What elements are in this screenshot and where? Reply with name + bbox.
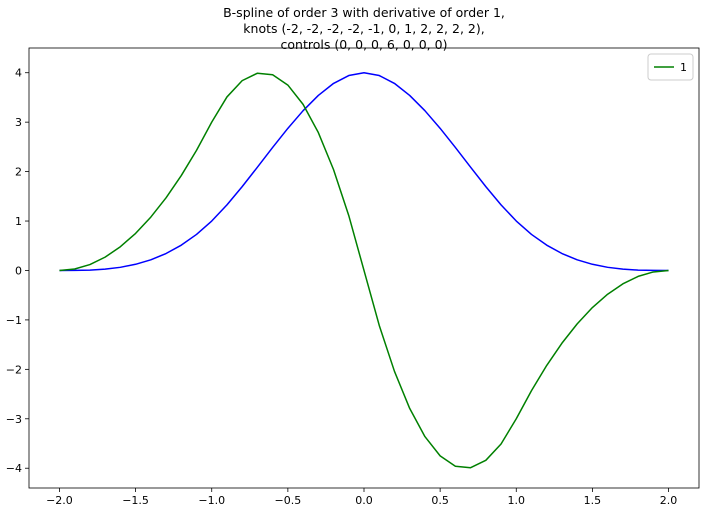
y-tick-label: −1 [6, 314, 22, 327]
line-series [59, 72, 669, 469]
x-tick-label: 1.0 [508, 494, 526, 507]
x-tick-label: −1.5 [122, 494, 149, 507]
x-tick-label: −0.5 [275, 494, 302, 507]
chart-title: B-spline of order 3 with derivative of o… [223, 5, 505, 20]
chart-title: knots (-2, -2, -2, -2, -1, 0, 1, 2, 2, 2… [243, 21, 484, 36]
y-tick-label: 3 [15, 116, 22, 129]
x-tick-label: −1.0 [198, 494, 225, 507]
y-tick-label: −4 [6, 462, 22, 475]
y-tick-label: 4 [15, 67, 22, 80]
x-tick-label: 2.0 [660, 494, 678, 507]
chart-title: controls (0, 0, 0, 6, 0, 0, 0) [281, 37, 448, 52]
y-tick-label: −2 [6, 363, 22, 376]
y-tick-label: 0 [15, 264, 22, 277]
x-tick-label: 1.5 [584, 494, 602, 507]
x-tick-label: −2.0 [46, 494, 73, 507]
line-series [59, 71, 669, 272]
x-tick-label: 0.5 [431, 494, 449, 507]
legend-label: 1 [680, 61, 687, 74]
y-tick-label: −3 [6, 413, 22, 426]
x-tick-label: 0.0 [355, 494, 373, 507]
y-tick-label: 2 [15, 166, 22, 179]
y-tick-label: 1 [15, 215, 22, 228]
